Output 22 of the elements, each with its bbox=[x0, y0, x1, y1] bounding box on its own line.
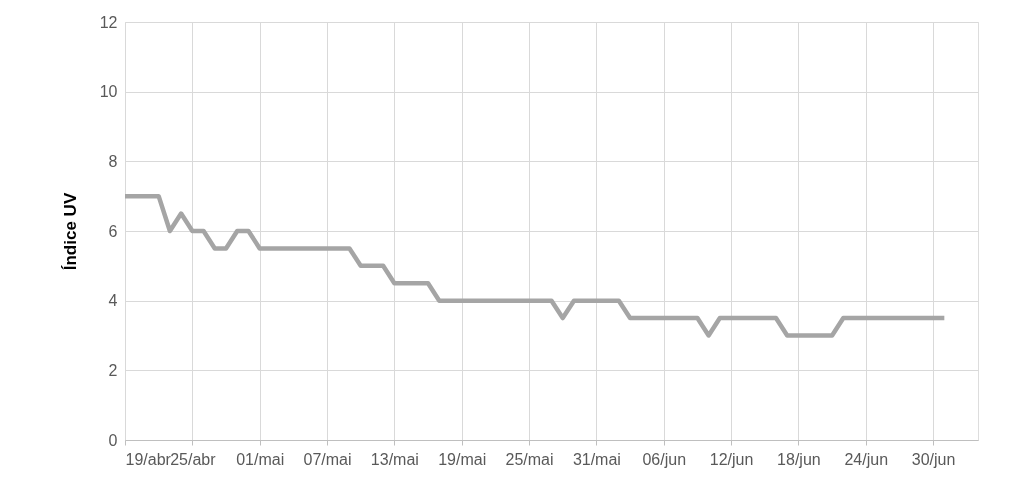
x-tick-label: 25/mai bbox=[505, 450, 554, 468]
x-tick-label: 01/mai bbox=[236, 450, 285, 468]
x-tick-label: 19/mai bbox=[438, 450, 487, 468]
x-tick-label: 19/abr bbox=[125, 450, 172, 468]
y-tick-label: 0 bbox=[108, 431, 118, 449]
x-tick-label: 18/jun bbox=[777, 450, 821, 468]
x-tick-label: 25/abr bbox=[170, 450, 217, 468]
y-tick-label: 12 bbox=[99, 13, 118, 31]
x-tick-label: 31/mai bbox=[572, 450, 621, 468]
y-axis-title: Índice UV bbox=[60, 192, 80, 271]
y-tick-label: 4 bbox=[108, 292, 118, 310]
y-tick-label: 8 bbox=[108, 152, 118, 170]
x-tick-label: 07/mai bbox=[303, 450, 352, 468]
y-tick-label: 10 bbox=[99, 83, 118, 101]
x-tick-label: 13/mai bbox=[370, 450, 419, 468]
y-tick-label: 2 bbox=[108, 361, 118, 379]
x-tick-label: 06/jun bbox=[642, 450, 687, 468]
x-tick-label: 24/jun bbox=[844, 450, 889, 468]
line-series bbox=[122, 193, 947, 338]
y-tick-label: 6 bbox=[108, 222, 118, 240]
x-tick-label: 30/jun bbox=[911, 450, 956, 468]
x-tick-label: 12/jun bbox=[709, 450, 754, 468]
